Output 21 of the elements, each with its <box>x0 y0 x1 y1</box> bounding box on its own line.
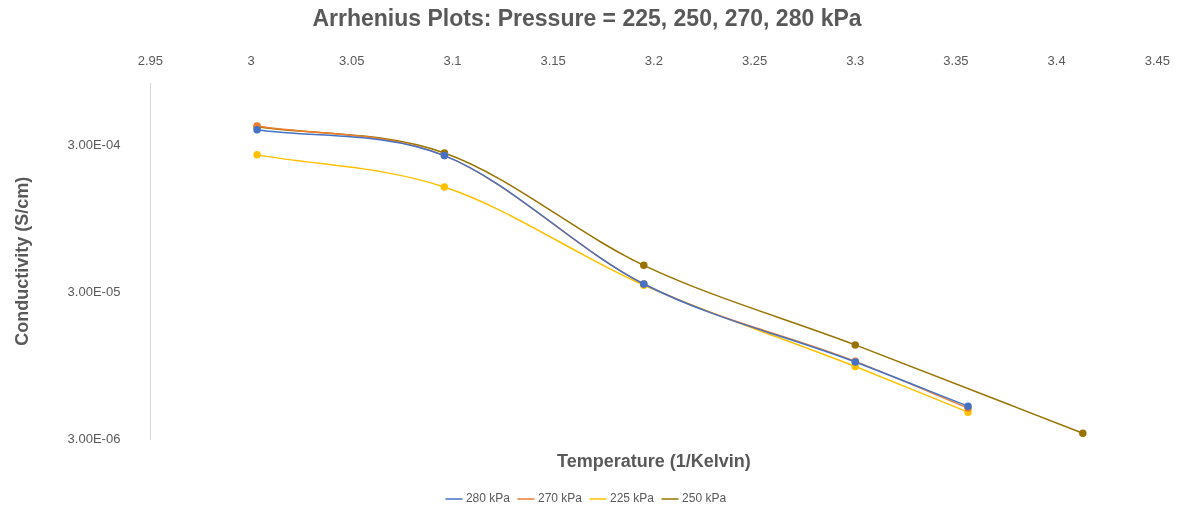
x-tick-label: 3.45 <box>1144 52 1171 68</box>
x-tick-label: 3.25 <box>741 52 768 68</box>
y-tick-label: 3.00E-04 <box>67 137 121 153</box>
legend-label: 250 kPa <box>682 491 727 506</box>
legend-label: 225 kPa <box>610 491 655 506</box>
x-tick-label: 3.35 <box>943 52 969 68</box>
legend-label: 270 kPa <box>537 491 583 506</box>
x-tick-label: 3.2 <box>644 52 663 68</box>
legend-label: 280 kPa <box>465 491 511 506</box>
chart-title: Arrhenius Plots: Pressure = 225, 250, 270, 280 kPa <box>312 5 862 32</box>
x-tick-label: 2.95 <box>137 52 164 68</box>
x-tick-label: 3 <box>247 52 255 68</box>
x-tick-label: 3.3 <box>846 52 865 68</box>
x-axis-title: Temperature (1/Kelvin) <box>556 451 751 472</box>
x-tick-label: 3.4 <box>1047 52 1066 68</box>
y-tick-label: 3.00E-05 <box>67 284 121 300</box>
x-tick-label: 3.15 <box>540 52 566 68</box>
y-axis-title: Conductivity (S/cm) <box>11 176 32 346</box>
y-tick-label: 3.00E-06 <box>67 430 121 446</box>
x-tick-label: 3.1 <box>443 52 462 68</box>
x-tick-label: 3.05 <box>339 52 365 68</box>
